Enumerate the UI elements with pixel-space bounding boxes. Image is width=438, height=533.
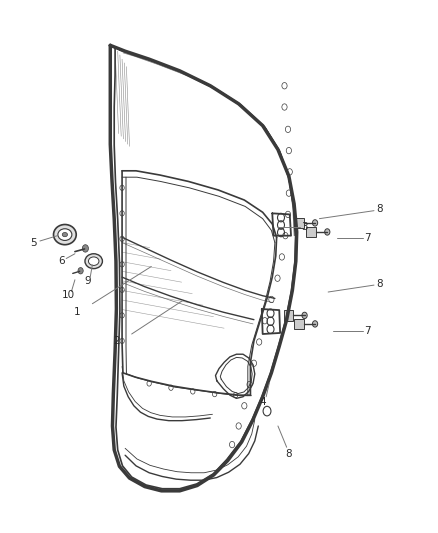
Text: 10: 10 [62, 289, 75, 300]
Text: 8: 8 [376, 204, 383, 214]
Ellipse shape [88, 257, 99, 265]
Ellipse shape [58, 229, 72, 240]
FancyBboxPatch shape [294, 217, 304, 228]
Ellipse shape [85, 254, 102, 269]
Circle shape [302, 312, 307, 319]
Circle shape [325, 229, 330, 235]
Circle shape [312, 321, 318, 327]
Text: 7: 7 [364, 326, 371, 336]
Text: 6: 6 [59, 256, 65, 266]
Circle shape [78, 268, 83, 274]
Text: 8: 8 [286, 449, 292, 458]
Text: 1: 1 [74, 306, 81, 317]
Text: 5: 5 [30, 238, 37, 247]
Text: 4: 4 [259, 397, 266, 407]
FancyBboxPatch shape [284, 310, 293, 321]
FancyBboxPatch shape [306, 227, 316, 237]
Circle shape [312, 220, 318, 226]
Text: 9: 9 [85, 277, 92, 286]
Ellipse shape [62, 232, 67, 237]
Ellipse shape [53, 224, 76, 245]
FancyBboxPatch shape [294, 319, 304, 329]
Text: 3: 3 [301, 222, 307, 232]
Text: 8: 8 [376, 279, 383, 288]
Text: 7: 7 [364, 233, 371, 244]
Circle shape [82, 245, 88, 252]
Text: 2: 2 [113, 336, 120, 346]
